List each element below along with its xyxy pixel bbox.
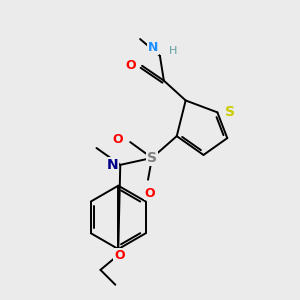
Text: S: S <box>147 151 157 165</box>
Text: H: H <box>169 46 177 56</box>
Text: S: S <box>225 105 235 119</box>
Text: O: O <box>145 187 155 200</box>
Text: N: N <box>107 158 118 172</box>
Text: O: O <box>112 133 123 146</box>
Text: O: O <box>125 59 136 72</box>
Text: O: O <box>114 248 124 262</box>
Text: N: N <box>148 41 158 54</box>
